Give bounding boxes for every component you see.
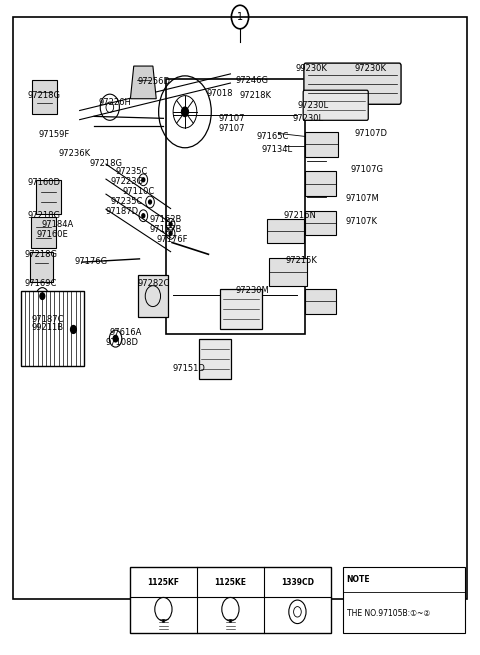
Circle shape	[40, 293, 45, 299]
Circle shape	[181, 107, 188, 117]
Text: 1125KE: 1125KE	[215, 578, 246, 587]
Text: 1125KF: 1125KF	[147, 578, 180, 587]
Text: 97218G: 97218G	[27, 210, 60, 219]
Text: 97176G: 97176G	[75, 257, 108, 266]
Text: THE NO.97105B:①~②: THE NO.97105B:①~②	[347, 608, 430, 618]
Bar	[12, 17, 468, 599]
Text: 97235C: 97235C	[116, 168, 148, 176]
Text: 97218G: 97218G	[24, 250, 58, 259]
Bar	[130, 567, 331, 633]
Text: 97230M: 97230M	[235, 286, 269, 295]
Text: 97169C: 97169C	[24, 279, 57, 288]
Circle shape	[149, 200, 152, 204]
Text: 97160D: 97160D	[27, 178, 60, 187]
Circle shape	[113, 335, 118, 342]
Circle shape	[71, 326, 76, 333]
Text: 97160E: 97160E	[36, 230, 68, 239]
Text: 97218G: 97218G	[89, 159, 122, 168]
Bar	[220, 289, 262, 329]
Text: 97246G: 97246G	[235, 76, 268, 85]
Bar	[305, 289, 336, 314]
Polygon shape	[36, 179, 61, 214]
Text: 97616A: 97616A	[110, 328, 142, 337]
Text: 97215K: 97215K	[286, 256, 317, 265]
Text: 97184A: 97184A	[41, 220, 73, 229]
Text: 97134L: 97134L	[262, 145, 293, 154]
Text: 97157B: 97157B	[149, 225, 181, 234]
Text: 97226H: 97226H	[99, 98, 132, 107]
Polygon shape	[131, 66, 156, 99]
Bar	[305, 132, 338, 157]
Text: 97151D: 97151D	[173, 364, 206, 373]
Text: 97236K: 97236K	[58, 149, 90, 158]
Bar	[305, 210, 336, 235]
Bar	[21, 291, 84, 366]
Text: 97218K: 97218K	[240, 91, 272, 100]
Circle shape	[142, 178, 145, 181]
Text: 97107K: 97107K	[345, 217, 377, 226]
Text: 97107: 97107	[218, 114, 245, 123]
Bar	[269, 257, 307, 286]
Bar	[138, 275, 168, 317]
Text: 97108D: 97108D	[105, 338, 138, 347]
Text: 99211B: 99211B	[32, 323, 64, 332]
Circle shape	[142, 214, 145, 217]
Text: 97162B: 97162B	[149, 215, 181, 224]
Bar	[305, 172, 336, 196]
Text: 97235C: 97235C	[111, 197, 143, 206]
Text: 99230K: 99230K	[295, 64, 327, 73]
Bar	[199, 339, 231, 379]
Text: 97018: 97018	[206, 89, 233, 98]
Text: 1339CD: 1339CD	[281, 578, 314, 587]
Text: 97107G: 97107G	[350, 165, 383, 174]
Bar	[343, 567, 465, 633]
Text: NOTE: NOTE	[347, 574, 371, 584]
Text: 97256D: 97256D	[137, 77, 170, 86]
Text: 97176F: 97176F	[156, 234, 188, 244]
FancyBboxPatch shape	[303, 90, 368, 121]
Text: 97230K: 97230K	[355, 64, 387, 73]
Circle shape	[169, 231, 172, 235]
Text: 97187D: 97187D	[106, 207, 139, 215]
Circle shape	[169, 222, 172, 226]
Polygon shape	[31, 217, 56, 248]
Bar	[166, 79, 305, 334]
Text: 97107M: 97107M	[345, 195, 379, 203]
Bar	[267, 219, 304, 242]
Text: 97282C: 97282C	[137, 279, 169, 288]
FancyBboxPatch shape	[304, 63, 401, 104]
Text: 1: 1	[237, 12, 243, 22]
Text: 97107D: 97107D	[355, 129, 388, 138]
Text: 97216N: 97216N	[283, 210, 316, 219]
Text: 97187C: 97187C	[32, 314, 64, 324]
Text: 97218G: 97218G	[27, 91, 60, 100]
Polygon shape	[32, 81, 57, 115]
Text: 97159F: 97159F	[39, 130, 70, 138]
Text: 97165C: 97165C	[257, 132, 289, 141]
Polygon shape	[30, 252, 53, 282]
Text: 97223G: 97223G	[111, 178, 144, 186]
Text: 97230L: 97230L	[293, 114, 324, 123]
Text: 97107: 97107	[218, 124, 245, 133]
Text: 97110C: 97110C	[123, 187, 155, 196]
Text: 97230L: 97230L	[298, 101, 328, 110]
